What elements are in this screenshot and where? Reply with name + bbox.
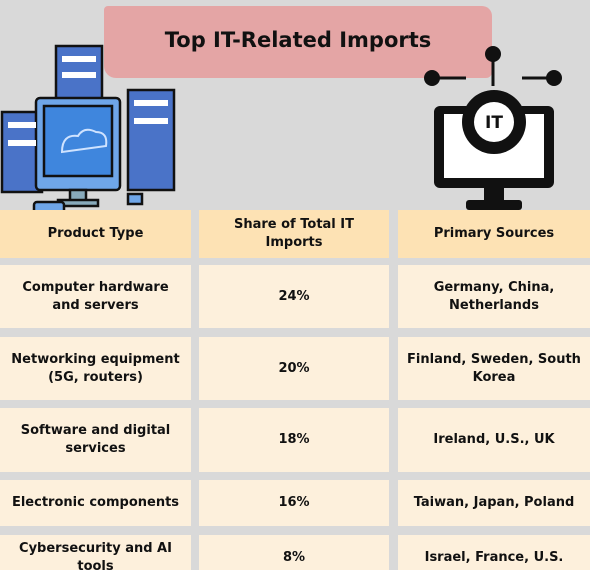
column-header: Primary Sources [398, 210, 590, 258]
table-cell: Software and digital services [0, 408, 191, 472]
table-cell: 24% [199, 265, 389, 328]
title: Top IT-Related Imports [164, 28, 432, 52]
svg-text:IT: IT [485, 113, 503, 133]
table-cell: Electronic components [0, 480, 191, 526]
table-cell: 8% [199, 535, 389, 570]
table-cell: Cybersecurity and AI tools [0, 535, 191, 570]
table-cell: Taiwan, Japan, Poland [398, 480, 590, 526]
column-header: Share of Total IT Imports [199, 210, 389, 258]
table-cell: 16% [199, 480, 389, 526]
table-cell: Computer hardware and servers [0, 265, 191, 328]
table-cell: Germany, China, Netherlands [398, 265, 590, 328]
title-banner [104, 6, 492, 78]
table-cell: Israel, France, U.S. [398, 535, 590, 570]
table-cell: Finland, Sweden, South Korea [398, 337, 590, 400]
it-illustration: IT [424, 46, 562, 210]
table-cell: 20% [199, 337, 389, 400]
table-cell: 18% [199, 408, 389, 472]
server-illustration [0, 44, 176, 222]
column-header: Product Type [0, 210, 191, 258]
table-cell: Networking equipment (5G, routers) [0, 337, 191, 400]
table-cell: Ireland, U.S., UK [398, 408, 590, 472]
